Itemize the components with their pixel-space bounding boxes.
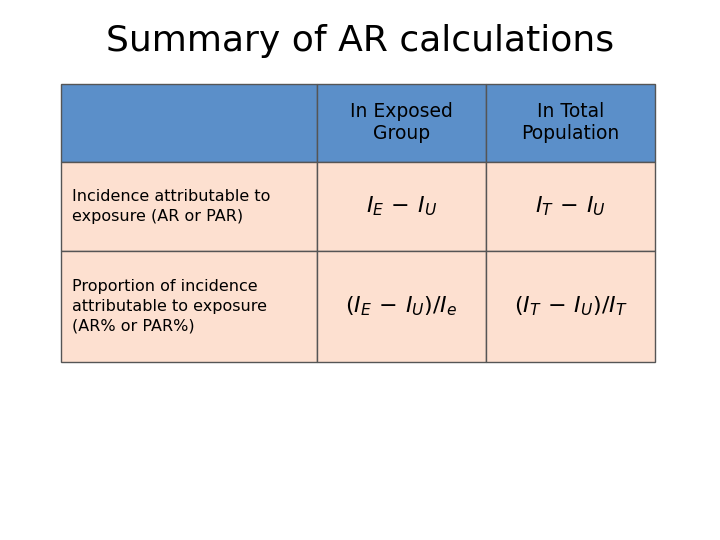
Bar <box>317 84 486 162</box>
Bar <box>486 251 655 362</box>
Bar <box>486 84 655 162</box>
Text: $(I_T\mathit{\,-\,}I_U)/I_T$: $(I_T\mathit{\,-\,}I_U)/I_T$ <box>514 295 627 318</box>
Bar <box>61 84 317 162</box>
Text: Incidence attributable to
exposure (AR or PAR): Incidence attributable to exposure (AR o… <box>72 189 271 224</box>
Bar <box>486 162 655 251</box>
Bar <box>317 251 486 362</box>
Text: In Total
Population: In Total Population <box>521 103 620 143</box>
Text: $I_E\mathit{\,-\,}I_U$: $I_E\mathit{\,-\,}I_U$ <box>366 195 437 218</box>
Text: $(I_E\mathit{\,-\,}I_U)/I_e$: $(I_E\mathit{\,-\,}I_U)/I_e$ <box>345 295 458 318</box>
Bar <box>317 162 486 251</box>
Text: Summary of AR calculations: Summary of AR calculations <box>106 24 614 58</box>
Text: Proportion of incidence
attributable to exposure
(AR% or PAR%): Proportion of incidence attributable to … <box>72 279 267 334</box>
Bar <box>61 251 317 362</box>
Text: $I_T\mathit{\,-\,}I_U$: $I_T\mathit{\,-\,}I_U$ <box>535 195 606 218</box>
Bar <box>61 162 317 251</box>
Text: In Exposed
Group: In Exposed Group <box>350 103 453 143</box>
